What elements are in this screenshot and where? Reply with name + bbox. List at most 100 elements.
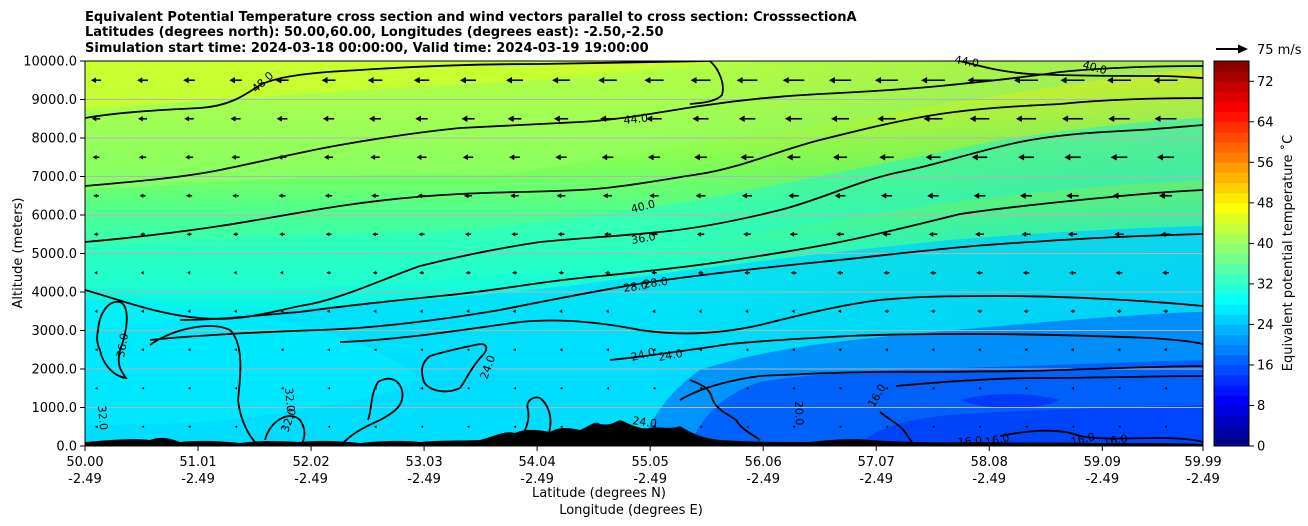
colorbar-level bbox=[1214, 324, 1249, 336]
contour-label: 40.0 bbox=[630, 197, 657, 216]
wind-vector bbox=[373, 348, 377, 352]
wind-vector bbox=[1024, 425, 1028, 429]
colorbar-tick-label: 64 bbox=[1257, 115, 1274, 130]
wind-vector bbox=[877, 115, 896, 123]
wind-vector bbox=[874, 76, 899, 84]
colorbar-level bbox=[1214, 314, 1249, 325]
wind-vector bbox=[94, 386, 98, 390]
wind-vector bbox=[513, 425, 517, 429]
plot-area bbox=[85, 61, 1203, 446]
contour-28-loop bbox=[339, 377, 404, 446]
wind-vector bbox=[559, 386, 563, 390]
wind-vector bbox=[280, 348, 284, 352]
wind-vector bbox=[885, 386, 889, 390]
wind-vector bbox=[743, 231, 751, 237]
colorbar-level bbox=[1214, 131, 1249, 143]
wind-vector bbox=[744, 270, 750, 275]
wind-vector bbox=[978, 425, 982, 429]
x-tick-label-lat: 51.01 bbox=[179, 455, 216, 470]
wind-vector bbox=[880, 192, 893, 199]
wind-vector bbox=[745, 348, 749, 352]
contour-label: 16.0 bbox=[957, 434, 983, 449]
wind-vector bbox=[745, 425, 749, 429]
wind-vector bbox=[138, 116, 147, 122]
colorbar-level bbox=[1214, 263, 1249, 275]
contour-label: 28.0 bbox=[623, 279, 649, 295]
wind-vector bbox=[553, 115, 569, 123]
wind-vector bbox=[466, 309, 470, 313]
wind-vector bbox=[977, 348, 981, 352]
wind-vector bbox=[325, 232, 332, 237]
wind-vector bbox=[1114, 231, 1124, 237]
contour-16 bbox=[895, 375, 1203, 387]
wind-vector bbox=[94, 425, 98, 429]
wind-vector bbox=[1153, 76, 1178, 84]
contour-16-floor bbox=[999, 429, 1203, 443]
y-tick-label: 9000.0 bbox=[32, 93, 78, 108]
wind-vector bbox=[699, 425, 703, 429]
y-tick-label: 1000.0 bbox=[32, 401, 78, 416]
colorbar-tick-label: 16 bbox=[1257, 358, 1274, 373]
wind-vector bbox=[276, 115, 288, 122]
wind-vector bbox=[697, 270, 704, 275]
wind-vector bbox=[323, 154, 334, 160]
wind-vector bbox=[740, 153, 754, 161]
wind-vector bbox=[838, 348, 842, 352]
wind-vector bbox=[185, 154, 193, 160]
wind-vector bbox=[837, 270, 843, 275]
wind-vector bbox=[651, 270, 657, 275]
wind-vector bbox=[324, 193, 333, 199]
x-tick-label-lat: 52.02 bbox=[292, 455, 329, 470]
wind-vector bbox=[696, 231, 705, 237]
wind-vector bbox=[278, 193, 286, 198]
chart-title-line-2: Latitudes (degrees north): 50.00,60.00, … bbox=[85, 25, 664, 40]
contour-28 bbox=[149, 233, 1203, 341]
colorbar-level bbox=[1214, 111, 1249, 123]
wind-vector bbox=[882, 231, 891, 237]
wind-vector bbox=[187, 348, 191, 352]
colorbar-label: Equivalent potential temperature ˚C bbox=[1280, 135, 1296, 371]
contour-label: 36.0 bbox=[630, 230, 656, 247]
quiver-key-label: 75 m/s bbox=[1257, 43, 1302, 58]
wind-vector bbox=[885, 425, 889, 429]
wind-vector bbox=[975, 231, 984, 237]
wind-vector bbox=[828, 76, 852, 84]
wind-vector bbox=[741, 192, 753, 199]
wind-vector bbox=[372, 232, 378, 237]
wind-vector bbox=[977, 309, 982, 314]
x-tick-label-lat: 55.05 bbox=[632, 455, 669, 470]
contour-label: 32.0 bbox=[282, 387, 297, 413]
wind-vector bbox=[420, 425, 424, 429]
colorbar-level bbox=[1214, 212, 1249, 224]
wind-vector bbox=[557, 232, 565, 237]
wind-vector bbox=[598, 76, 617, 84]
wind-vector bbox=[464, 232, 472, 237]
contour-32 bbox=[179, 189, 1203, 321]
wind-vector bbox=[370, 154, 380, 160]
wind-vector bbox=[835, 231, 845, 237]
wind-vector bbox=[602, 193, 613, 199]
contour-20 bbox=[679, 365, 1203, 401]
colorbar-ticks: 0 8 16 24 32 40 48 56 64 72 bbox=[1249, 75, 1274, 455]
colorbar-level bbox=[1214, 152, 1249, 163]
wind-vector bbox=[420, 348, 423, 352]
contour-label: 16.0 bbox=[1102, 432, 1128, 449]
wind-vector bbox=[326, 309, 330, 313]
contour-label: 24.0 bbox=[632, 414, 658, 430]
contour-label: 24.0 bbox=[630, 345, 657, 364]
wind-vector bbox=[418, 232, 425, 237]
contour-label: 20.0 bbox=[792, 401, 806, 426]
wind-vector bbox=[94, 348, 98, 352]
colorbar-level bbox=[1214, 81, 1249, 92]
wind-vector bbox=[231, 154, 240, 160]
contour-label: 16.0 bbox=[1069, 430, 1096, 449]
wind-vector bbox=[792, 386, 796, 390]
wind-vector bbox=[141, 309, 144, 313]
contour-label: 44.0 bbox=[623, 111, 649, 126]
wind-vector bbox=[652, 309, 656, 313]
wind-vector bbox=[141, 386, 145, 390]
wind-vector bbox=[782, 76, 805, 84]
contour-label: 40.0 bbox=[1081, 58, 1108, 77]
wind-vector bbox=[187, 425, 191, 429]
wind-vector bbox=[1066, 192, 1079, 199]
